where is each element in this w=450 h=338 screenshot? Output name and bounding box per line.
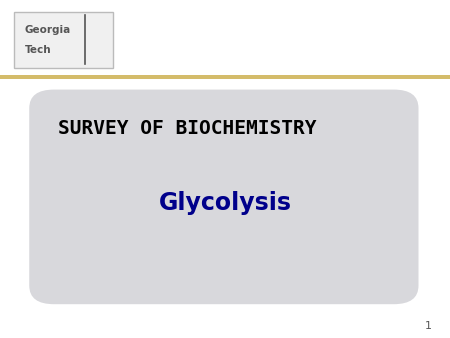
Text: 1: 1 [425,321,432,331]
Text: Georgia: Georgia [25,25,71,35]
Bar [0,75,450,79]
Text: Glycolysis: Glycolysis [158,191,292,215]
FancyBboxPatch shape [29,90,418,304]
Text: Tech: Tech [25,45,51,55]
FancyBboxPatch shape [14,12,112,68]
Text: SURVEY OF BIOCHEMISTRY: SURVEY OF BIOCHEMISTRY [58,119,317,138]
